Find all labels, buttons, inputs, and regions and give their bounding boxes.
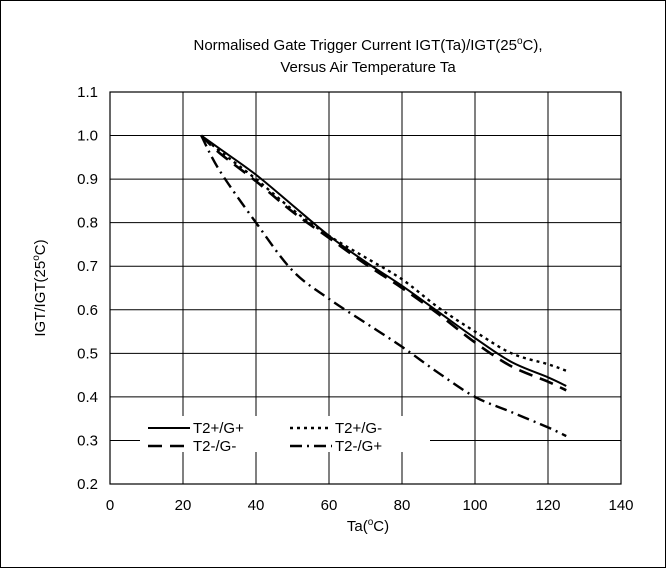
y-axis-label: IGT/IGT(25oC): [31, 239, 49, 336]
chart-title-line1: Normalised Gate Trigger Current IGT(Ta)/…: [194, 36, 543, 54]
y-tick-label: 0.6: [77, 302, 98, 319]
y-tick-label: 0.2: [77, 476, 98, 493]
y-tick-label: 0.8: [77, 215, 98, 232]
y-tick-label: 0.5: [77, 345, 98, 362]
x-tick-label: 140: [608, 497, 633, 514]
x-axis-label: Ta(oC): [347, 517, 389, 535]
y-tick-label: 0.9: [77, 171, 98, 188]
series-line-t2-g-: [200, 134, 567, 387]
y-tick-label: 0.4: [77, 389, 98, 406]
y-tick-label: 1.1: [77, 84, 98, 101]
y-tick-label: 1.0: [77, 128, 98, 145]
x-tick-label: 60: [321, 497, 338, 514]
plot-area: [109, 91, 622, 485]
legend-label: T2-/G-: [193, 438, 236, 455]
x-tick-label: 80: [394, 497, 411, 514]
series-lines: [200, 134, 567, 438]
x-tick-label: 120: [535, 497, 560, 514]
series-line-t2-g-: [200, 134, 567, 392]
tick-labels: 0 20 40 60 80 100 120 140 0.2 0.3 0.4 0.5 0.6 0.7 0.8 0…: [77, 84, 633, 514]
legend: T2+/G+ T2+/G- T2-/G- T2-/G+: [140, 416, 430, 455]
chart-title-line2: Versus Air Temperature Ta: [280, 59, 456, 76]
legend-label: T2+/G-: [335, 420, 382, 437]
x-tick-label: 0: [106, 497, 114, 514]
x-tick-label: 100: [462, 497, 487, 514]
legend-label: T2+/G+: [193, 420, 244, 437]
y-tick-label: 0.7: [77, 258, 98, 275]
legend-label: T2-/G+: [335, 438, 382, 455]
x-tick-label: 20: [175, 497, 192, 514]
x-tick-label: 40: [248, 497, 265, 514]
series-line-t2-g-: [200, 134, 567, 438]
legend-background: [140, 416, 430, 452]
series-line-t2-g-: [200, 134, 567, 372]
y-tick-label: 0.3: [77, 432, 98, 449]
